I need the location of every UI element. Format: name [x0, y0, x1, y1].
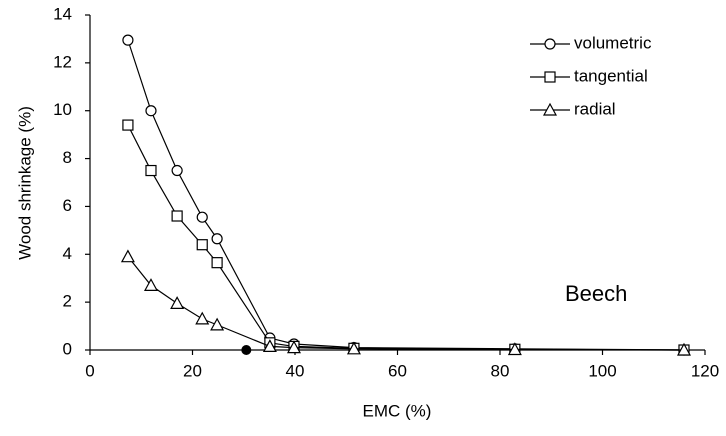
marker: [542, 102, 558, 116]
series-line: [127, 124, 684, 351]
x-tick-label: 120: [691, 361, 719, 380]
marker: [286, 340, 301, 354]
marker: [196, 239, 208, 251]
marker: [170, 296, 185, 309]
x-tick-label: 40: [286, 361, 305, 380]
marker: [145, 105, 157, 117]
marker: [122, 34, 134, 46]
marker: [676, 342, 691, 356]
marker: [262, 339, 277, 353]
y-tick-label: 4: [63, 244, 72, 263]
marker: [171, 164, 183, 177]
marker: [210, 317, 225, 331]
x-tick-label: 0: [85, 361, 94, 380]
y-tick-label: 12: [53, 52, 72, 71]
y-tick-label: 6: [63, 196, 72, 215]
marker: [507, 342, 522, 356]
y-tick-label: 2: [63, 292, 72, 311]
marker: [211, 233, 223, 245]
marker: [211, 257, 223, 269]
marker: [171, 210, 183, 222]
x-tick-label: 60: [388, 361, 407, 380]
x-tick-label: 20: [183, 361, 202, 380]
annotation: Beech: [565, 281, 627, 306]
x-tick-label: 100: [588, 361, 616, 380]
x-tick-label: 80: [491, 361, 510, 380]
marker: [120, 249, 135, 263]
legend-label: radial: [574, 99, 616, 118]
legend-label: volumetric: [574, 33, 652, 52]
y-tick-label: 8: [63, 148, 72, 167]
y-axis-label: Wood shrinkage (%): [15, 106, 34, 260]
marker: [544, 71, 556, 83]
y-tick-label: 14: [53, 4, 72, 23]
marker: [544, 38, 556, 50]
marker: [195, 311, 210, 325]
y-tick-label: 0: [63, 339, 72, 358]
marker: [122, 119, 134, 131]
point: [241, 345, 252, 355]
legend-label: tangential: [574, 66, 648, 85]
x-axis-label: EMC (%): [363, 401, 432, 420]
marker: [346, 341, 361, 355]
marker: [143, 278, 158, 291]
series-line: [127, 256, 684, 351]
marker: [196, 211, 208, 223]
marker: [145, 164, 157, 177]
y-tick-label: 10: [53, 100, 72, 119]
